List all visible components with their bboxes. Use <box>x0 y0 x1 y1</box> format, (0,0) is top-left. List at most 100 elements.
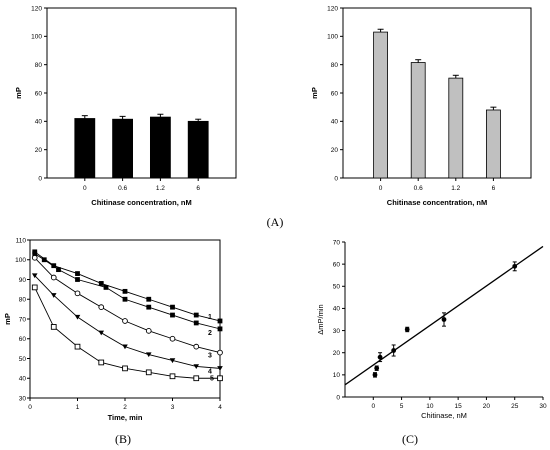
x-axis-label: Chitinase concentration, nM <box>387 198 487 207</box>
y-tick-label: 70 <box>19 316 27 323</box>
series-2-point <box>170 312 175 318</box>
chart-c: 0 10 20 30 40 50 60 70 0 5 10 15 20 25 30 Chitinase, nM… <box>316 239 547 420</box>
y-tick-label: 20 <box>331 147 339 154</box>
series-4-point <box>50 293 57 298</box>
y-axis-label: mP <box>310 87 319 99</box>
y-axis-label: mP <box>14 87 23 99</box>
series-2-point <box>103 285 109 290</box>
series-2-point <box>32 251 38 257</box>
series-2-point <box>193 320 199 326</box>
y-tick-label: 40 <box>19 376 27 383</box>
data-point <box>377 354 383 360</box>
y-tick-label: 120 <box>31 5 42 12</box>
series-5-point <box>122 365 128 372</box>
y-axis-label: mP <box>3 313 12 325</box>
series-3-point <box>74 290 81 297</box>
series-3-point <box>145 328 152 334</box>
x-axis-label: Time, min <box>108 413 143 422</box>
x-tick-label: 20 <box>483 403 491 410</box>
y-tick-label: 50 <box>333 284 341 291</box>
series-4-point <box>122 344 128 350</box>
x-tick-label: 3 <box>171 404 175 411</box>
series-2-point <box>146 304 152 310</box>
y-tick-label: 80 <box>19 297 27 304</box>
y-tick-label: 0 <box>336 394 340 401</box>
x-axis-label: Chitinase concentration, nM <box>91 198 191 207</box>
y-tick-label: 100 <box>15 257 26 264</box>
bar <box>448 77 464 179</box>
series-1-point <box>75 271 80 276</box>
data-point <box>404 327 410 332</box>
series-1-point <box>217 318 223 324</box>
x-tick-label: 0.6 <box>118 185 127 192</box>
series-5-point <box>74 343 81 350</box>
series-label-2: 2 <box>208 330 212 337</box>
y-tick-label: 30 <box>333 328 341 335</box>
series-3-point <box>98 304 105 311</box>
x-tick-label: 0 <box>83 185 87 192</box>
bar <box>485 109 501 179</box>
x-tick-label: 5 <box>400 403 404 410</box>
series-label-5: 5 <box>210 375 214 382</box>
chart-b: 30 40 50 60 70 80 90 100 110 0 1 2 3 4 Time, min mP 1 2 3 4… <box>3 237 223 422</box>
series-4-point <box>193 364 200 369</box>
bar <box>187 120 209 179</box>
series-3-point <box>193 343 200 350</box>
x-tick-label: 6 <box>492 185 496 192</box>
y-tick-label: 40 <box>35 119 43 126</box>
series-1-point <box>170 304 175 310</box>
x-tick-label: 0 <box>28 404 32 411</box>
x-tick-label: 1.2 <box>156 185 165 192</box>
series-4-point <box>169 358 176 364</box>
x-tick-label: 0 <box>371 403 375 410</box>
y-tick-label: 0 <box>38 175 42 182</box>
series-1-point <box>146 296 152 302</box>
x-tick-label: 1 <box>76 404 80 411</box>
y-axis-label: ΔmP/min <box>316 304 325 334</box>
bar <box>410 62 426 179</box>
series-1-point <box>98 281 104 286</box>
x-tick-label: 25 <box>511 403 519 410</box>
y-tick-label: 30 <box>19 395 27 402</box>
bar <box>74 118 96 179</box>
series-4-point <box>98 330 105 336</box>
series-2-point <box>75 277 80 282</box>
plot-frame <box>342 7 532 179</box>
y-tick-label: 0 <box>334 175 338 182</box>
data-point <box>391 348 397 353</box>
chart-a-right: 0 20 40 60 80 100 120 0 0.6 1.2 6 Chitinase concent… <box>310 5 532 207</box>
series-line-1 <box>34 251 221 322</box>
y-tick-label: 60 <box>333 261 341 268</box>
bar <box>149 116 171 179</box>
series-4-point <box>74 314 81 320</box>
data-point <box>512 263 518 269</box>
series-2-point <box>56 267 61 273</box>
x-tick-label: 0 <box>379 185 383 192</box>
y-tick-label: 100 <box>31 34 42 41</box>
series-2-point <box>217 326 223 332</box>
series-4-point <box>31 273 38 279</box>
y-tick-label: 70 <box>333 239 341 246</box>
series-3-point <box>217 349 223 356</box>
x-tick-label: 10 <box>426 403 434 410</box>
bar <box>373 31 389 179</box>
series-5-point <box>31 284 38 291</box>
series-5-point <box>217 375 223 382</box>
chart-a-left: 0 20 40 60 80 100 120 0 0.6 1.2 6 Chitinase concent… <box>14 5 237 207</box>
series-3-point <box>31 254 38 261</box>
series-label-1: 1 <box>208 314 212 321</box>
series-5-point <box>169 373 176 380</box>
series-label-3: 3 <box>208 353 212 360</box>
y-tick-label: 100 <box>327 34 338 41</box>
series-1-point <box>122 288 128 294</box>
y-tick-label: 110 <box>16 237 27 244</box>
panel-label-c: (C) <box>402 432 418 446</box>
series-3-point <box>122 318 128 324</box>
data-point <box>374 365 380 371</box>
series-3-point <box>50 274 57 281</box>
series-2-point <box>122 296 128 302</box>
series-line-2 <box>34 253 221 330</box>
x-tick-label: 15 <box>455 403 463 410</box>
series-5-point <box>145 369 152 376</box>
